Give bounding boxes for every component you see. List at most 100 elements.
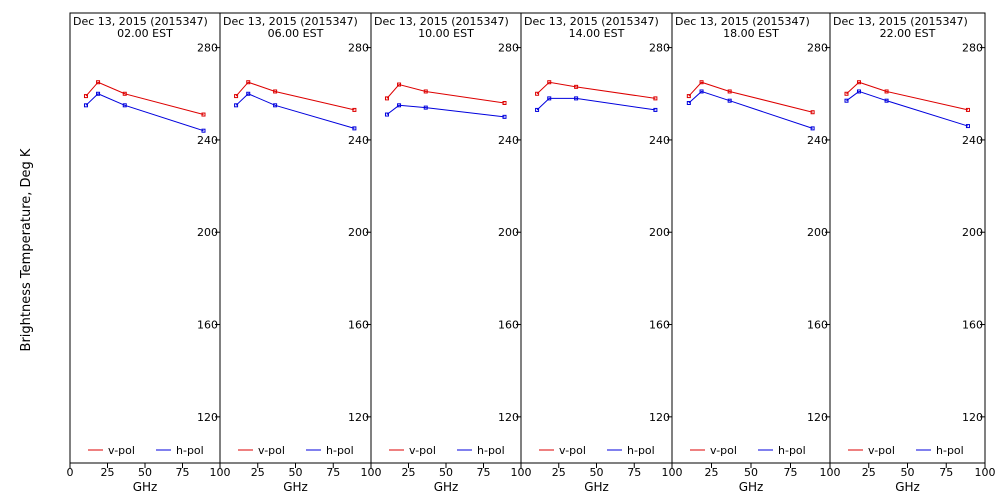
y-tick-label: 160 [649,319,670,332]
panel-title-6: Dec 13, 2015 (2015347) [833,15,968,28]
data-point-h-pol [423,105,428,110]
y-tick-label: 200 [649,226,670,239]
data-point-h-pol [397,103,402,108]
x-tick-label: 50 [901,466,915,479]
legend-label-v-pol: v-pol [409,444,436,457]
x-tick-label: 100 [210,466,231,479]
x-tick-label: 100 [820,466,841,479]
x-tick-label: 100 [511,466,532,479]
y-tick-label: 120 [498,411,519,424]
data-point-h-pol [965,124,970,129]
data-point-v-pol [727,89,732,94]
x-tick-label: 25 [101,466,115,479]
y-axis-label: Brightness Temperature, Deg K [19,148,34,351]
data-point-v-pol [535,91,540,96]
y-tick-label: 160 [962,319,983,332]
data-point-h-pol [384,112,389,117]
y-tick-label: 240 [962,134,983,147]
x-tick-label: 75 [326,466,340,479]
series-line-v-pol [235,81,355,111]
series-line-v-pol [688,81,813,113]
x-axis-label: GHz [133,480,158,494]
x-axis-label: GHz [584,480,609,494]
y-tick-label: 280 [649,42,670,55]
y-tick-label: 200 [348,226,369,239]
series-line-h-pol [386,104,505,118]
panel-title-1: Dec 13, 2015 (2015347) [73,15,208,28]
data-point-v-pol [810,110,815,115]
data-point-v-pol [699,80,704,85]
y-tick-label: 240 [498,134,519,147]
data-point-h-pol [96,91,101,96]
data-point-v-pol [844,91,849,96]
data-point-v-pol [884,89,889,94]
x-tick-label: 50 [744,466,758,479]
series-line-h-pol [235,93,355,129]
series-line-v-pol [536,81,656,99]
x-tick-label: 50 [439,466,453,479]
y-tick-label: 200 [962,226,983,239]
data-point-h-pol [234,103,239,108]
y-tick-label: 120 [348,411,369,424]
data-point-v-pol [397,82,402,87]
panel-title-4: Dec 13, 2015 (2015347) [524,15,659,28]
series-line-h-pol [846,90,969,127]
y-tick-label: 160 [348,319,369,332]
x-tick-label: 75 [939,466,953,479]
data-point-h-pol [727,98,732,103]
x-axis-label: GHz [895,480,920,494]
y-tick-label: 280 [962,42,983,55]
x-tick-label: 25 [705,466,719,479]
y-tick-label: 240 [348,134,369,147]
data-point-h-pol [535,107,540,112]
data-point-v-pol [686,94,691,99]
y-tick-label: 240 [197,134,218,147]
panel-subtitle-6: 22.00 EST [880,27,936,40]
x-tick-label: 100 [975,466,996,479]
x-tick-label: 75 [784,466,798,479]
panel-subtitle-5: 18.00 EST [723,27,779,40]
x-tick-label: 25 [552,466,566,479]
data-point-v-pol [122,91,127,96]
series-line-v-pol [85,81,204,116]
y-tick-label: 120 [962,411,983,424]
legend-label-v-pol: v-pol [108,444,135,457]
y-tick-label: 200 [807,226,828,239]
data-point-v-pol [273,89,278,94]
legend-label-h-pol: h-pol [326,444,354,457]
data-point-h-pol [352,126,357,131]
data-point-v-pol [201,112,206,117]
x-tick-label: 50 [138,466,152,479]
x-tick-label: 25 [862,466,876,479]
y-tick-label: 200 [197,226,218,239]
y-tick-label: 240 [807,134,828,147]
legend-label-v-pol: v-pol [710,444,737,457]
data-point-h-pol [810,126,815,131]
data-point-h-pol [844,98,849,103]
data-point-v-pol [574,84,579,89]
legend-label-v-pol: v-pol [559,444,586,457]
data-point-v-pol [547,80,552,85]
data-point-h-pol [83,103,88,108]
data-point-h-pol [884,98,889,103]
x-axis-label: GHz [739,480,764,494]
x-tick-label: 0 [67,466,74,479]
data-point-v-pol [653,96,658,101]
x-tick-label: 75 [176,466,190,479]
legend-label-v-pol: v-pol [868,444,895,457]
legend-label-v-pol: v-pol [258,444,285,457]
data-point-h-pol [574,96,579,101]
data-point-v-pol [96,80,101,85]
data-point-h-pol [122,103,127,108]
y-tick-label: 280 [197,42,218,55]
panel-title-2: Dec 13, 2015 (2015347) [223,15,358,28]
y-tick-label: 160 [498,319,519,332]
y-tick-label: 240 [649,134,670,147]
x-axis-label: GHz [434,480,459,494]
data-point-h-pol [653,107,658,112]
panel-title-3: Dec 13, 2015 (2015347) [374,15,509,28]
x-tick-label: 100 [361,466,382,479]
data-point-h-pol [699,89,704,94]
data-point-v-pol [965,107,970,112]
y-tick-label: 120 [807,411,828,424]
